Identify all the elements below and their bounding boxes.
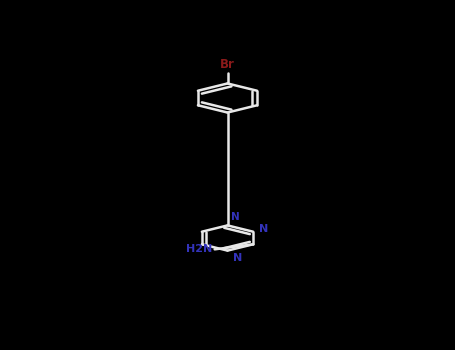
Text: N: N (258, 224, 268, 234)
Text: H2N: H2N (186, 244, 212, 254)
Text: N: N (233, 253, 242, 264)
Text: N: N (231, 212, 240, 222)
Text: Br: Br (220, 58, 235, 71)
